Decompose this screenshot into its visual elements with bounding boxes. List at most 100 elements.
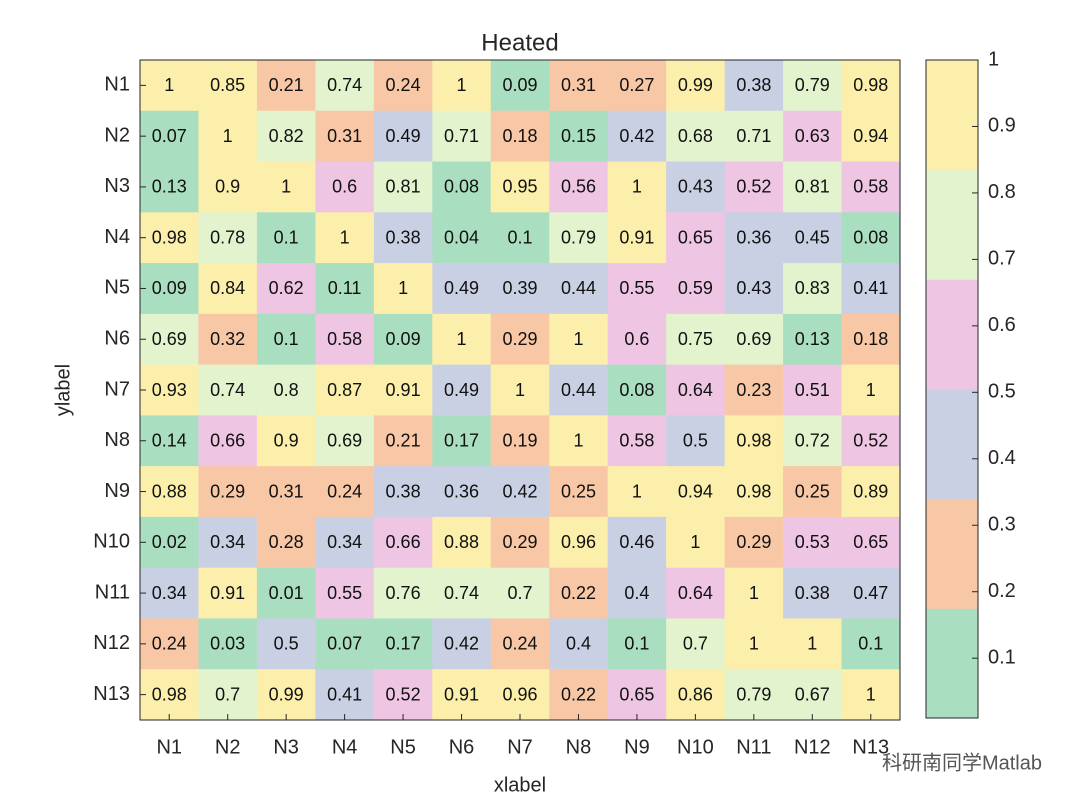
- cell-label: 0.93: [152, 380, 187, 400]
- heatmap-cell: [198, 516, 258, 569]
- heatmap-cell: [315, 313, 375, 366]
- heatmap-cell: [315, 212, 375, 264]
- cell-label: 0.7: [683, 634, 708, 654]
- y-tick-label: N1: [104, 74, 130, 96]
- heatmap-cell: [256, 110, 316, 163]
- heatmap-cell: [256, 618, 316, 670]
- cell-label: 0.82: [269, 126, 304, 146]
- heatmap-cell: [256, 567, 316, 619]
- cell-label: 0.17: [444, 431, 479, 451]
- heatmap-cell: [607, 60, 667, 112]
- cell-label: 0.52: [853, 431, 888, 451]
- cell-label: 0.75: [678, 329, 713, 349]
- heatmap-cell: [841, 60, 901, 112]
- x-tick-label: N13: [852, 736, 889, 758]
- heatmap-cell: [198, 263, 258, 315]
- heatmap-cell: [256, 466, 316, 518]
- heatmap-cell: [432, 466, 492, 518]
- cell-label: 0.18: [502, 126, 537, 146]
- cell-label: 1: [632, 177, 642, 197]
- cell-label: 0.47: [853, 583, 888, 603]
- cell-label: 0.39: [502, 278, 537, 298]
- x-tick-label: N3: [273, 736, 299, 758]
- cell-label: 0.98: [736, 481, 771, 501]
- heatmap-cell: [724, 60, 784, 112]
- heatmap-cell: [783, 110, 843, 163]
- cell-label: 0.24: [386, 75, 421, 95]
- cell-label: 0.34: [210, 532, 245, 552]
- cell-label: 0.43: [678, 177, 713, 197]
- cell-label: 0.25: [795, 481, 830, 501]
- cell-label: 0.15: [561, 126, 596, 146]
- cell-label: 0.24: [502, 634, 537, 654]
- y-tick-label: N4: [104, 226, 130, 248]
- heatmap-cell: [841, 110, 901, 163]
- cell-label: 0.07: [152, 126, 187, 146]
- y-tick-label: N9: [104, 480, 130, 502]
- heatmap-cell: [198, 415, 258, 467]
- cell-label: 0.24: [327, 481, 362, 501]
- cell-label: 0.41: [853, 278, 888, 298]
- cell-label: 0.07: [327, 634, 362, 654]
- heatmap-cell: [783, 466, 843, 518]
- cell-label: 0.9: [274, 431, 299, 451]
- cell-label: 0.27: [619, 75, 654, 95]
- heatmap-cell: [373, 567, 433, 619]
- heatmap-cell: [841, 466, 901, 518]
- cell-label: 0.7: [215, 684, 240, 704]
- heatmap-cell: [490, 212, 550, 264]
- y-tick-label: N11: [95, 581, 130, 603]
- heatmap-cell: [783, 161, 843, 213]
- heatmap-cell: [373, 313, 433, 366]
- heatmap-cell: [549, 212, 609, 264]
- heatmap-cell: [490, 263, 550, 315]
- heatmap-cell: [373, 364, 433, 416]
- colorbar-tick-label: 0.1: [988, 646, 1016, 668]
- heatmap-cell: [315, 466, 375, 518]
- heatmap-cell: [140, 263, 199, 315]
- heatmap-cell: [432, 263, 492, 315]
- heatmap-cell: [315, 415, 375, 467]
- heatmap-cell: [490, 110, 550, 163]
- x-tick-label: N2: [215, 736, 241, 758]
- heatmap-cell: [256, 516, 316, 569]
- heatmap-cell: [256, 669, 316, 721]
- x-tick-label: N1: [156, 736, 182, 758]
- cell-label: 0.65: [619, 684, 654, 704]
- cell-label: 0.08: [444, 177, 479, 197]
- heatmap-cell: [198, 60, 258, 112]
- cell-label: 0.96: [502, 684, 537, 704]
- heatmap-cell: [140, 364, 199, 416]
- heatmap-cell: [432, 161, 492, 213]
- heatmap-cell: [549, 415, 609, 467]
- heatmap-cell: [140, 110, 199, 163]
- heatmap-cell: [432, 669, 492, 721]
- heatmap-cell: [432, 60, 492, 112]
- cell-label: 0.98: [736, 431, 771, 451]
- cell-label: 0.88: [152, 481, 187, 501]
- cell-label: 0.4: [566, 634, 591, 654]
- cell-label: 0.45: [795, 227, 830, 247]
- cell-label: 0.6: [332, 177, 357, 197]
- heatmap-cell: [724, 516, 784, 569]
- heatmap-cell: [490, 516, 550, 569]
- x-tick-label: N9: [624, 736, 650, 758]
- cell-label: 0.28: [269, 532, 304, 552]
- heatmap-cell: [490, 466, 550, 518]
- colorbar-bin: [926, 389, 978, 500]
- cell-label: 0.88: [444, 532, 479, 552]
- cell-label: 0.71: [736, 126, 771, 146]
- watermark: 科研南同学Matlab: [882, 751, 1042, 774]
- heatmap-cell: [198, 364, 258, 416]
- cell-label: 0.44: [561, 380, 596, 400]
- cell-label: 0.69: [327, 431, 362, 451]
- heatmap-cell: [315, 110, 375, 163]
- cell-label: 0.89: [853, 481, 888, 501]
- cell-label: 0.79: [561, 227, 596, 247]
- heatmap-cell: [783, 567, 843, 619]
- cell-label: 0.32: [210, 329, 245, 349]
- heatmap-cell: [549, 466, 609, 518]
- cell-label: 0.49: [386, 126, 421, 146]
- colorbar-tick-label: 0.6: [988, 314, 1016, 336]
- cell-label: 0.1: [274, 329, 299, 349]
